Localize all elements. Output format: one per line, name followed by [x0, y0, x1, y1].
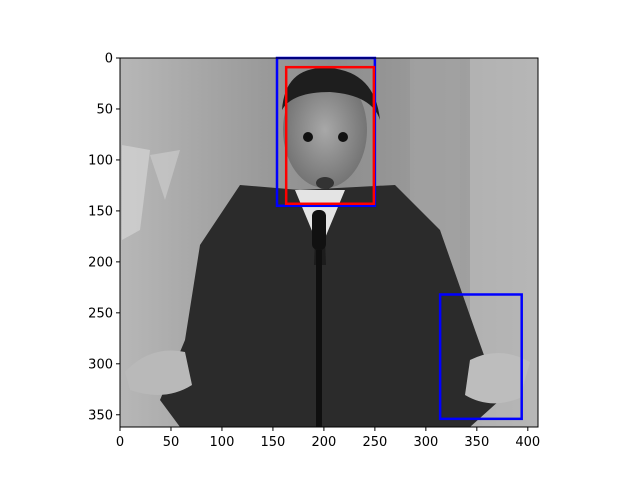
y-tick-label: 200 — [88, 255, 113, 270]
x-tick-label: 0 — [116, 435, 124, 450]
axes-frame — [119, 57, 539, 428]
x-axis-ticks: 0 50 100 150 200 250 300 350 400 — [116, 427, 540, 450]
y-tick-label: 100 — [88, 153, 113, 168]
y-tick-label: 300 — [88, 357, 113, 372]
x-tick-label: 150 — [261, 435, 286, 450]
x-tick-label: 200 — [311, 435, 336, 450]
x-tick-label: 300 — [413, 435, 438, 450]
x-tick-label: 250 — [362, 435, 387, 450]
bounding-box — [284, 65, 376, 206]
y-tick-label: 350 — [88, 408, 113, 423]
x-tick-label: 350 — [464, 435, 489, 450]
y-tick-label: 0 — [105, 52, 113, 67]
y-tick-label: 50 — [96, 102, 113, 117]
x-tick-label: 100 — [210, 435, 235, 450]
y-tick-label: 250 — [88, 306, 113, 321]
x-tick-label: 400 — [515, 435, 540, 450]
bounding-box — [438, 293, 523, 421]
photo — [120, 58, 538, 427]
y-axis-ticks: 0 50 100 150 200 250 300 350 — [88, 52, 120, 423]
x-tick-label: 50 — [163, 435, 180, 450]
y-tick-label: 150 — [88, 204, 113, 219]
